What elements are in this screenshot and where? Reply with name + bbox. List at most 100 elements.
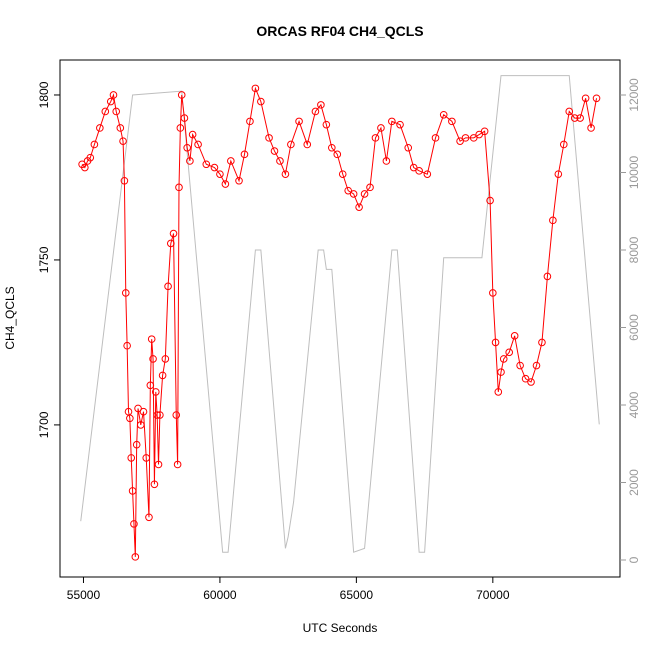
data-point xyxy=(311,107,320,116)
data-point xyxy=(161,355,170,363)
data-point xyxy=(81,163,89,172)
data-point xyxy=(281,170,290,178)
data-point xyxy=(130,520,138,528)
x-tick-label: 70000 xyxy=(476,588,510,602)
data-point xyxy=(581,94,590,103)
data-point xyxy=(382,157,391,165)
data-point xyxy=(210,163,219,172)
data-point xyxy=(576,114,584,122)
data-point xyxy=(90,140,99,149)
x-tick-label: 65000 xyxy=(340,588,374,602)
data-point xyxy=(146,381,155,390)
data-point xyxy=(388,117,396,126)
data-point xyxy=(521,374,530,383)
y-tick-label: 1800 xyxy=(37,81,51,108)
data-point xyxy=(128,487,137,495)
data-point xyxy=(177,91,186,99)
data-point xyxy=(221,180,230,188)
data-point xyxy=(169,229,178,238)
data-point xyxy=(158,371,167,380)
data-point xyxy=(377,124,385,132)
data-point xyxy=(527,378,535,386)
data-point xyxy=(448,117,456,126)
data-point xyxy=(322,120,331,129)
data-point xyxy=(270,147,279,155)
data-point xyxy=(355,203,363,211)
x-tick-label: 60000 xyxy=(203,588,237,602)
data-point xyxy=(194,140,202,149)
data-point xyxy=(235,176,243,185)
data-point xyxy=(126,414,134,423)
y2-tick-label: 0 xyxy=(627,556,641,563)
data-point xyxy=(145,513,153,522)
data-point xyxy=(415,167,423,175)
data-point xyxy=(186,157,194,165)
data-point xyxy=(328,143,336,152)
data-point xyxy=(132,440,141,449)
data-point xyxy=(480,127,489,136)
y2-tick-label: 2000 xyxy=(627,469,641,496)
data-point xyxy=(112,107,121,116)
data-point xyxy=(240,150,249,159)
data-point xyxy=(565,107,574,116)
data-point xyxy=(202,160,211,169)
data-point xyxy=(570,114,579,122)
x-axis-label: UTC Seconds xyxy=(303,621,378,635)
data-point xyxy=(554,170,563,178)
data-point xyxy=(396,120,404,129)
data-point xyxy=(587,124,595,132)
data-point xyxy=(166,239,175,248)
data-point xyxy=(180,114,189,122)
data-point xyxy=(176,124,185,132)
y2-tick-label: 4000 xyxy=(627,391,641,418)
data-point xyxy=(257,97,265,106)
data-point xyxy=(101,107,110,116)
data-point xyxy=(303,140,312,149)
data-point xyxy=(139,407,148,416)
data-point xyxy=(549,216,557,225)
data-point xyxy=(188,130,197,139)
data-point xyxy=(119,137,127,145)
data-point xyxy=(295,117,303,126)
data-point xyxy=(486,196,494,205)
y2-tick-label: 12000 xyxy=(627,78,641,112)
data-point xyxy=(505,348,514,357)
data-point xyxy=(360,190,369,198)
data-point xyxy=(497,368,505,376)
data-point xyxy=(366,183,374,192)
data-point xyxy=(172,411,181,419)
data-point xyxy=(154,460,163,469)
data-point xyxy=(153,411,161,419)
data-point xyxy=(317,101,325,109)
data-point xyxy=(538,338,546,347)
data-point xyxy=(461,134,470,142)
data-point xyxy=(494,388,503,396)
data-point xyxy=(349,190,358,198)
y2-tick-label: 6000 xyxy=(627,314,641,341)
y-axis-label: CH4_QCLS xyxy=(3,286,17,349)
y2-tick-label: 10000 xyxy=(627,155,641,189)
data-point xyxy=(469,134,478,142)
y2-tick-label: 8000 xyxy=(627,236,641,263)
data-point xyxy=(333,150,342,159)
data-point xyxy=(559,140,568,149)
data-point xyxy=(516,361,524,370)
data-point xyxy=(164,282,172,291)
data-point xyxy=(151,388,160,396)
data-point xyxy=(150,480,159,489)
data-point xyxy=(123,341,131,350)
data-point xyxy=(246,117,254,126)
data-point xyxy=(183,143,191,152)
series-line xyxy=(81,86,598,557)
data-point xyxy=(149,355,157,363)
data-point xyxy=(371,134,380,142)
data-point xyxy=(121,289,130,297)
data-point xyxy=(338,170,347,178)
data-point xyxy=(136,421,145,429)
data-point xyxy=(86,153,95,162)
data-point xyxy=(106,97,115,106)
data-point xyxy=(489,289,497,297)
data-point xyxy=(116,124,125,132)
data-point xyxy=(131,553,140,561)
data-point xyxy=(96,124,104,132)
